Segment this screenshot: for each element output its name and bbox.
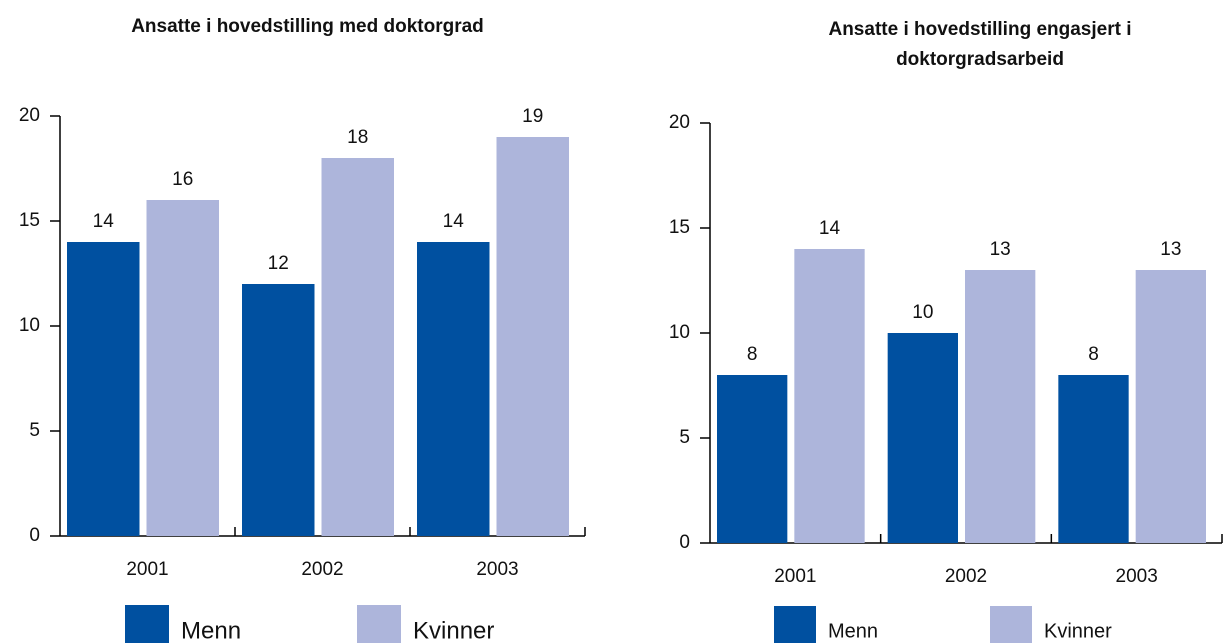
data-label: 12 [268, 253, 289, 274]
y-tick-label: 0 [679, 532, 690, 553]
bar [146, 200, 219, 536]
bar [242, 284, 315, 536]
legend-label: Menn [181, 617, 241, 643]
y-tick-label: 0 [29, 525, 40, 546]
bar [794, 249, 865, 543]
x-tick-label: 2002 [301, 559, 343, 580]
legend-label: Kvinner [413, 617, 494, 643]
legend-label: Menn [828, 620, 878, 642]
bar [321, 158, 394, 536]
data-label: 18 [347, 127, 368, 148]
legend-swatch [774, 606, 816, 643]
y-tick-label: 10 [19, 315, 40, 336]
legend-swatch [125, 605, 169, 643]
data-label: 8 [747, 344, 758, 365]
bar [717, 375, 788, 543]
data-label: 19 [522, 106, 543, 127]
data-label: 14 [93, 211, 115, 232]
data-label: 14 [443, 211, 465, 232]
bar [887, 333, 958, 543]
bar [417, 242, 490, 536]
x-tick-label: 2001 [126, 559, 168, 580]
bar [496, 137, 569, 536]
x-tick-label: 2003 [1116, 566, 1158, 587]
y-tick-label: 5 [29, 420, 40, 441]
data-label: 10 [912, 302, 933, 323]
data-label: 13 [1160, 239, 1181, 260]
legend-swatch [990, 606, 1032, 643]
bar [1058, 375, 1129, 543]
y-tick-label: 15 [669, 217, 690, 238]
y-tick-label: 10 [669, 322, 690, 343]
data-label: 8 [1088, 344, 1099, 365]
x-tick-label: 2002 [945, 566, 987, 587]
data-label: 14 [819, 218, 841, 239]
y-tick-label: 20 [669, 112, 690, 133]
y-tick-label: 5 [679, 427, 690, 448]
data-label: 16 [172, 169, 193, 190]
bar [1135, 270, 1206, 543]
y-tick-label: 20 [19, 105, 40, 126]
data-label: 13 [990, 239, 1011, 260]
chart-title: Ansatte i hovedstilling engasjert i dokt… [828, 19, 1132, 70]
chart-title: Ansatte i hovedstilling med doktorgrad [131, 16, 484, 37]
x-tick-label: 2003 [476, 559, 518, 580]
bar [965, 270, 1036, 543]
legend-label: Kvinner [1044, 620, 1112, 642]
legend-swatch [357, 605, 401, 643]
y-tick-label: 15 [19, 210, 40, 231]
bar [67, 242, 140, 536]
x-tick-label: 2001 [774, 566, 816, 587]
